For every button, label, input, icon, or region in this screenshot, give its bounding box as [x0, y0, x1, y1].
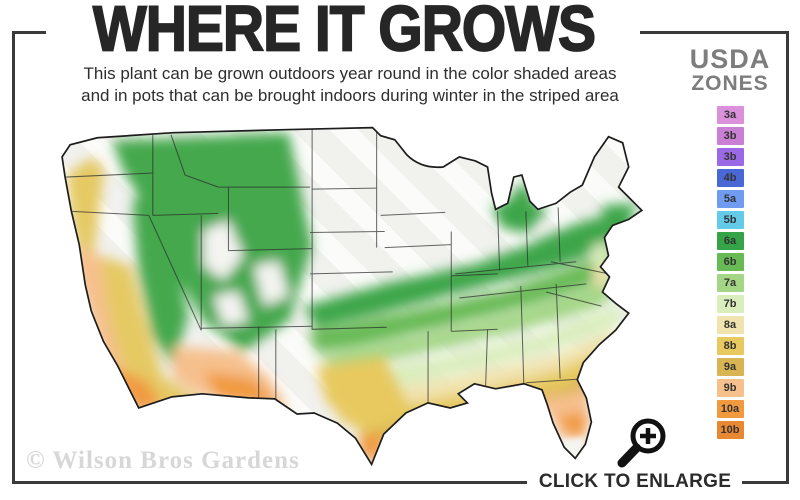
legend-heading-usda: USDA: [689, 44, 771, 74]
zone-swatch: 3b: [716, 127, 744, 146]
magnifier-zoom-icon[interactable]: [612, 408, 674, 474]
subtitle-line-1: This plant can be grown outdoors year ro…: [83, 64, 617, 83]
zone-swatch: 9b: [716, 379, 744, 398]
zone-swatch: 5b: [716, 211, 744, 230]
frame-right: [786, 31, 789, 484]
frame-left: [12, 31, 15, 484]
zone-swatch: 7b: [716, 295, 744, 314]
frame-top-left: [12, 31, 46, 34]
page-title: WHERE IT GROWS: [92, 0, 597, 66]
legend-heading-zones: ZONES: [691, 72, 769, 95]
zone-shading: [66, 132, 637, 465]
state-borders: [66, 128, 609, 405]
frame-bottom-left: [12, 481, 527, 484]
frame-top-right: [640, 31, 789, 34]
zone-swatch: 8b: [716, 337, 744, 356]
subtitle: This plant can be grown outdoors year ro…: [40, 63, 660, 108]
zone-swatch: 10b: [716, 421, 744, 440]
zone-swatch: 7a: [716, 274, 744, 293]
subtitle-line-2: and in pots that can be brought indoors …: [81, 86, 619, 106]
us-zone-map[interactable]: [52, 114, 667, 470]
click-to-enlarge-label[interactable]: CLICK TO ENLARGE: [538, 471, 732, 492]
zone-swatch: 8a: [716, 316, 744, 335]
zone-swatch: 10a: [716, 400, 744, 419]
zone-swatch: 3a: [716, 106, 744, 125]
zone-swatch: 4b: [716, 169, 744, 188]
zone-swatch-column: 3a 3b 3b 4b 5a 5b 6a 6b 7a 7b 8a 8b 9a 9…: [686, 106, 774, 440]
zone-swatch: 9a: [716, 358, 744, 377]
zone-swatch: 6a: [716, 232, 744, 251]
zone-swatch: 5a: [716, 190, 744, 209]
us-outline: [61, 126, 644, 467]
zone-swatch: 3b: [716, 148, 744, 167]
frame-bottom-right: [742, 481, 789, 484]
watermark: © Wilson Bros Gardens: [26, 447, 300, 474]
usda-zones-legend: USDA ZONES 3a 3b 3b 4b 5a 5b 6a 6b 7a 7b…: [686, 46, 774, 442]
zone-swatch: 6b: [716, 253, 744, 272]
